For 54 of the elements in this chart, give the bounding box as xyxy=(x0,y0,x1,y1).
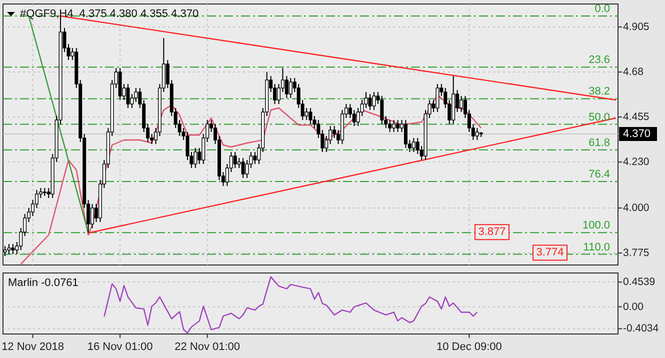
y-tick-label: 4.68 xyxy=(623,66,644,78)
candlestick xyxy=(7,244,11,254)
ref-line-label: 100.0 xyxy=(582,220,610,232)
y-tick-label: 4.455 xyxy=(623,111,650,123)
candlestick xyxy=(364,92,368,108)
candlestick xyxy=(241,158,245,178)
y-tick-label: -0.4034 xyxy=(623,322,659,335)
candlestick xyxy=(460,96,464,112)
ref-line-label: 61.8 xyxy=(588,136,610,149)
candlestick xyxy=(412,138,416,152)
candlestick xyxy=(194,148,198,168)
x-tick-label: 22 Nov 01:00 xyxy=(174,341,240,353)
x-tick-label: 10 Dec 09:00 xyxy=(436,341,502,353)
x-tick-label: 12 Nov 2018 xyxy=(2,341,64,353)
candlestick xyxy=(126,84,130,108)
candlestick xyxy=(332,126,336,138)
y-tick-label: 4.230 xyxy=(623,156,650,168)
ref-line-label: 76.4 xyxy=(588,168,610,180)
annotation: 3.877 xyxy=(478,226,506,238)
candlestick xyxy=(392,120,396,132)
x-tick-label: 16 Nov 01:00 xyxy=(87,341,153,353)
candlestick xyxy=(368,94,372,110)
candlestick xyxy=(380,96,384,124)
ref-line-label: 4.370 xyxy=(623,128,651,140)
candlestick xyxy=(3,246,7,256)
ref-line-label: 50.0 xyxy=(588,111,610,124)
y-tick-label: 3.775 xyxy=(623,247,650,259)
ref-line-label: 23.6 xyxy=(588,54,610,66)
chart-title: Marlin -0.0761 xyxy=(8,277,78,289)
candlestick xyxy=(372,92,376,110)
candlestick xyxy=(308,108,312,124)
line-series xyxy=(104,276,478,334)
candlestick xyxy=(233,152,237,168)
y-tick-label: 4.905 xyxy=(623,21,650,33)
candlestick xyxy=(436,84,440,112)
candlestick xyxy=(253,152,257,164)
candlestick xyxy=(284,76,288,98)
candlestick xyxy=(388,120,392,132)
candlestick xyxy=(475,128,479,140)
candlestick xyxy=(90,204,94,228)
y-tick-label: 0.4539 xyxy=(623,276,656,288)
candlestick xyxy=(404,120,408,148)
candlestick xyxy=(288,78,292,98)
y-tick-label: 4.000 xyxy=(623,202,650,214)
annotation: 3.774 xyxy=(536,246,564,259)
ref-line-label: 110.0 xyxy=(583,241,610,254)
candlestick xyxy=(396,120,400,132)
candlestick xyxy=(118,68,122,100)
y-tick-label: 0.00 xyxy=(623,300,644,313)
candlestick xyxy=(11,244,15,254)
candlestick xyxy=(352,110,356,126)
ref-line-label: 0.0 xyxy=(594,3,610,15)
candlestick xyxy=(304,108,308,120)
ref-line-label: 38.2 xyxy=(588,86,610,98)
